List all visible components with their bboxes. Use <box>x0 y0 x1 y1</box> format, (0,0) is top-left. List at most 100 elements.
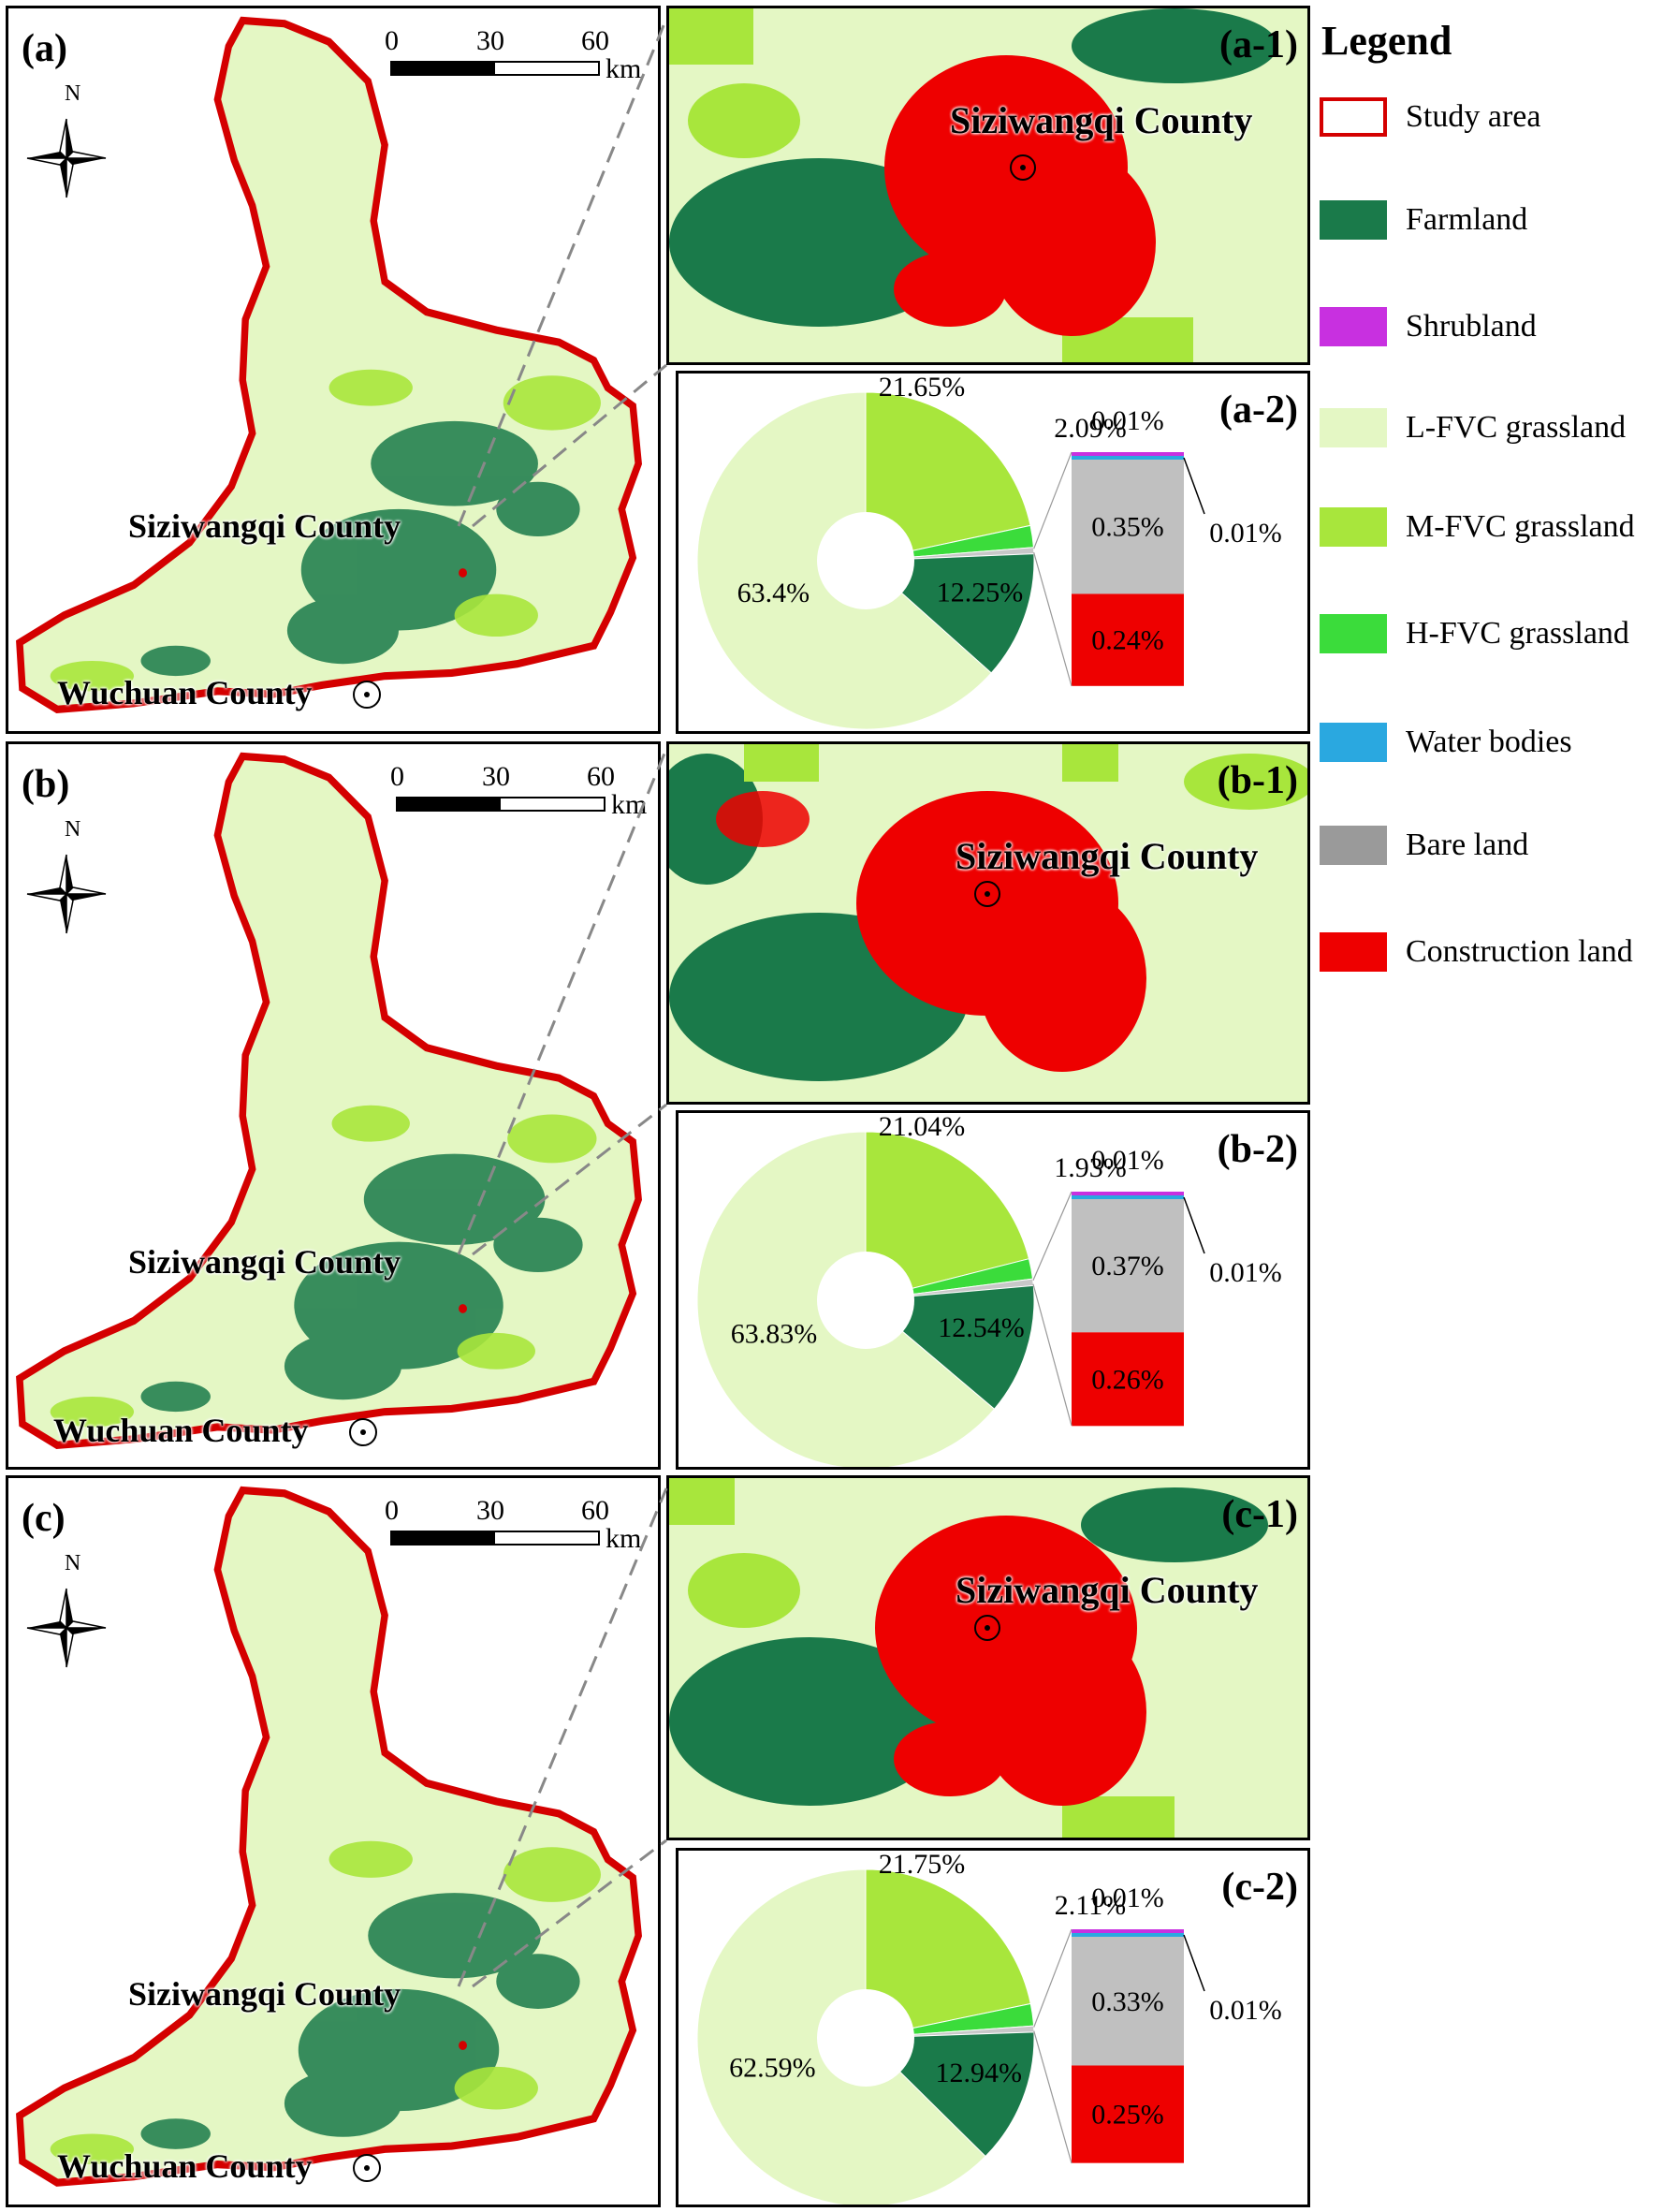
bar-label-water-bodies: 0.01% <box>1209 1257 1282 1288</box>
town-marker-icon <box>353 2154 381 2182</box>
construction-swatch <box>1320 932 1387 972</box>
mfvc-swatch <box>1320 507 1387 547</box>
bar-segment-construction-land <box>1072 1332 1184 1427</box>
legend-title: Legend <box>1321 18 1452 64</box>
scale-tick-60: 60 <box>587 761 615 792</box>
pie-slice-m-fvc-grassland <box>865 1131 1030 1301</box>
bar-label-water-bodies: 0.01% <box>1209 518 1282 549</box>
zoom-landcover-map <box>669 744 1307 1102</box>
zoom-map-panel: (c-1) Siziwangqi County <box>666 1475 1310 1840</box>
zoom-landcover-map <box>669 1478 1307 1838</box>
connector-bottom <box>1032 1283 1072 1427</box>
scale-bar <box>396 797 606 812</box>
pie-label-l-fvc-grassland: 62.59% <box>729 2053 816 2084</box>
north-arrow-icon <box>26 118 107 198</box>
zoom-panel-label: (a-1) <box>1219 23 1298 66</box>
scale-tick-30: 30 <box>476 25 504 56</box>
pie-label-m-fvc-grassland: 21.04% <box>879 1113 966 1142</box>
pie-hole <box>817 1989 914 2087</box>
pie-label-l-fvc-grassland: 63.83% <box>731 1318 818 1349</box>
panel-label: (a) <box>22 27 67 70</box>
zoom-town-label: Siziwangqi County <box>950 99 1253 141</box>
overview-map-panel: (a) N 0 30 60 km Siziwangqi County Wuchu… <box>6 6 661 734</box>
scale-tick-0: 0 <box>385 25 399 56</box>
chart-panel-label: (b-2) <box>1217 1128 1298 1171</box>
zoom-town-label: Siziwangqi County <box>956 835 1259 877</box>
pie-slice-farmland <box>864 2031 1035 2158</box>
bar-segment-bare-land <box>1072 1937 1184 2066</box>
pie-label-m-fvc-grassland: 21.75% <box>879 1851 966 1880</box>
scale-tick-60: 60 <box>581 1495 609 1526</box>
pie-label-farmland: 12.94% <box>935 2058 1022 2088</box>
bar-label-bare-land: 0.33% <box>1091 1986 1164 2017</box>
pie-slice-m-fvc-grassland <box>865 391 1031 562</box>
connector-bottom <box>1033 2030 1072 2164</box>
pie-label-l-fvc-grassland: 63.4% <box>737 578 810 608</box>
pie-hole <box>817 1252 914 1349</box>
bar-label-shrubland: 0.01% <box>1091 1882 1164 1913</box>
pie-hole <box>817 512 914 609</box>
scale-tick-60: 60 <box>581 25 609 56</box>
bar-segment-water-bodies <box>1072 456 1184 460</box>
composition-chart-panel: 62.59% 21.75% 2.11% 12.94% 0.01% 0.01% 0.33% 0.… <box>676 1848 1310 2207</box>
bare-swatch <box>1320 826 1387 865</box>
pie-bar-chart: 62.59% 21.75% 2.11% 12.94% 0.01% 0.01% 0.33% 0.… <box>696 1851 1282 2205</box>
lfvc-swatch <box>1320 408 1387 447</box>
scale-tick-0: 0 <box>385 1495 399 1526</box>
bar-segment-water-bodies <box>1072 1195 1184 1199</box>
scale-bar <box>390 61 600 76</box>
pie-bar-chart: 63.4% 21.65% 2.09% 12.25% 0.01% 0.01% 0.35% 0.2… <box>696 374 1282 730</box>
pie-label-farmland: 12.25% <box>937 578 1024 608</box>
shrubland-swatch <box>1320 307 1387 346</box>
panel-label: (c) <box>22 1497 66 1540</box>
hfvc-swatch <box>1320 614 1387 653</box>
scale-unit: km <box>611 789 648 820</box>
study-area-map <box>8 1478 661 2207</box>
north-label: N <box>65 81 81 106</box>
scale-tick-30: 30 <box>476 1495 504 1526</box>
bar-label-shrubland: 0.01% <box>1091 405 1164 436</box>
pie-bar-chart: 63.83% 21.04% 1.93% 12.54% 0.01% 0.01% 0.37% 0.… <box>696 1113 1282 1467</box>
connector-top <box>1032 1191 1072 1282</box>
bar-segment-construction-land <box>1072 2065 1184 2163</box>
zoom-map-panel: (a-1) Siziwangqi County <box>666 6 1310 365</box>
bar-label-water-bodies: 0.01% <box>1209 1995 1282 2026</box>
chart-panel-label: (a-2) <box>1219 388 1298 432</box>
pie-label-h-fvc-grassland: 2.11% <box>1055 1890 1126 1921</box>
town-siziwangqi: Siziwangqi County <box>128 1243 401 1281</box>
north-label: N <box>65 817 81 842</box>
zoom-town-label: Siziwangqi County <box>956 1569 1259 1611</box>
pie-label-farmland: 12.54% <box>938 1312 1025 1343</box>
bar-segment-shrubland <box>1072 1929 1184 1933</box>
town-siziwangqi: Siziwangqi County <box>128 507 401 545</box>
bar-leader-water-bodies <box>1183 457 1205 515</box>
bar-leader-water-bodies <box>1183 1934 1205 1992</box>
bar-segment-shrubland <box>1072 452 1184 456</box>
connector-top <box>1033 451 1072 549</box>
bar-segment-water-bodies <box>1072 1933 1184 1937</box>
zoom-map-panel: (b-1) Siziwangqi County <box>666 741 1310 1105</box>
scale-tick-30: 30 <box>482 761 510 792</box>
scale-unit: km <box>606 1523 642 1554</box>
bar-segment-bare-land <box>1072 460 1184 594</box>
north-arrow-icon <box>26 1588 107 1668</box>
zoom-panel-label: (c-1) <box>1221 1493 1298 1536</box>
bar-label-construction-land: 0.25% <box>1091 2100 1164 2131</box>
town-siziwangqi: Siziwangqi County <box>128 1975 401 2013</box>
overview-map-panel: (c) N 0 30 60 km Siziwangqi County Wuchu… <box>6 1475 661 2207</box>
bar-label-shrubland: 0.01% <box>1091 1145 1164 1176</box>
chart-panel-label: (c-2) <box>1221 1866 1298 1909</box>
pie-label-h-fvc-grassland: 1.93% <box>1054 1152 1127 1183</box>
bar-label-bare-land: 0.37% <box>1091 1251 1164 1282</box>
pie-label-m-fvc-grassland: 21.65% <box>879 374 966 403</box>
composition-chart-panel: 63.4% 21.65% 2.09% 12.25% 0.01% 0.01% 0.35% 0.2… <box>676 371 1310 734</box>
town-wuchuan: Wuchuan County <box>57 674 313 711</box>
overview-map-panel: (b) N 0 30 60 km Siziwangqi County Wuchu… <box>6 741 661 1470</box>
bar-segment-shrubland <box>1072 1192 1184 1195</box>
town-marker-icon <box>349 1418 377 1446</box>
scale-bar <box>390 1531 600 1545</box>
bar-label-bare-land: 0.35% <box>1091 512 1164 543</box>
north-label: N <box>65 1551 81 1575</box>
connector-top <box>1033 1928 1072 2028</box>
farmland-swatch <box>1320 200 1387 240</box>
